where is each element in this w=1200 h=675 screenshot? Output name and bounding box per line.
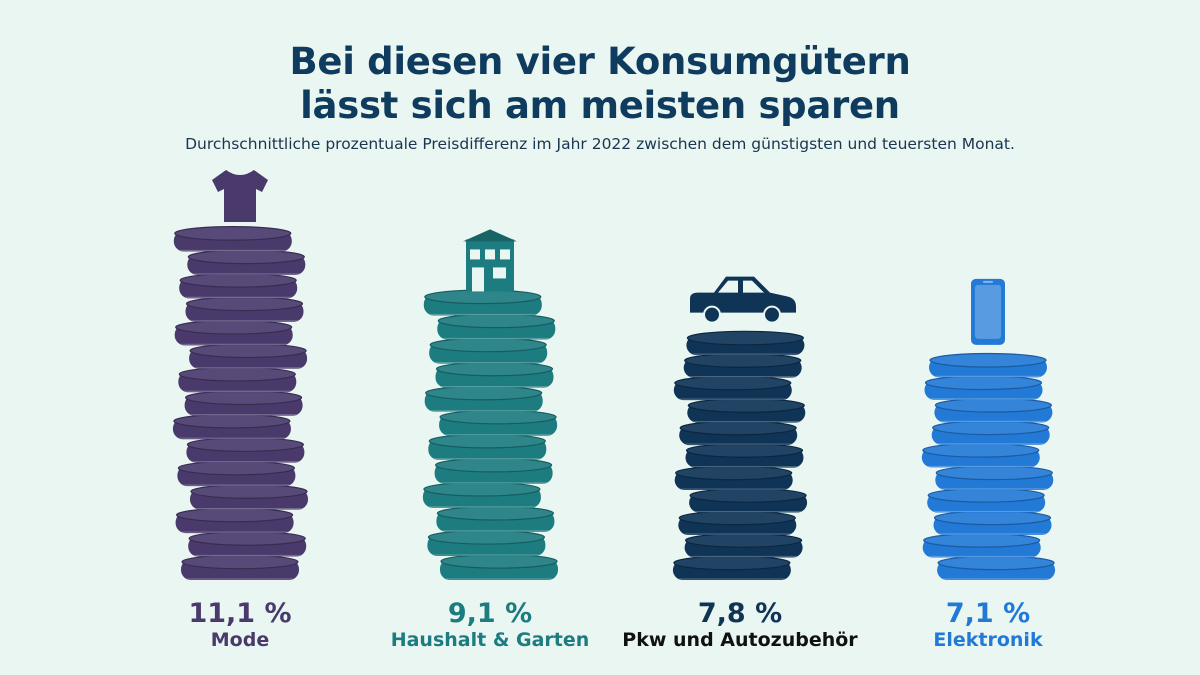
chart-title-line-2: lässt sich am meisten sparen — [300, 84, 900, 127]
coin — [423, 289, 542, 316]
coin — [937, 555, 1056, 580]
coin — [174, 319, 293, 346]
car-icon — [690, 276, 796, 324]
coin — [440, 554, 558, 580]
coin — [175, 507, 294, 534]
coin — [673, 375, 792, 401]
coin — [685, 443, 804, 468]
coin — [188, 531, 307, 557]
coin — [672, 555, 791, 580]
coin — [177, 460, 296, 487]
coin — [434, 457, 553, 484]
coin — [935, 465, 1054, 490]
coin — [436, 505, 555, 532]
coin — [686, 330, 805, 356]
category-label: Pkw und Autozubehör — [622, 629, 858, 651]
coin — [437, 313, 556, 340]
smartphone-icon — [971, 278, 1005, 345]
bar-2 — [422, 289, 558, 580]
coin — [921, 442, 1040, 468]
bar-3 — [672, 330, 808, 580]
coin — [187, 249, 306, 275]
coin — [931, 420, 1050, 445]
category-label: Mode — [211, 629, 269, 651]
coin — [679, 420, 798, 446]
coin — [684, 533, 803, 558]
chart-subtitle: Durchschnittliche prozentuale Preisdiffe… — [185, 135, 1015, 153]
coin — [185, 296, 304, 322]
coin — [922, 533, 1041, 558]
coin — [439, 409, 558, 436]
category-label: Haushalt & Garten — [391, 629, 590, 651]
category-label: Elektronik — [933, 629, 1043, 651]
coin — [179, 272, 298, 299]
coin — [178, 366, 297, 393]
coin — [427, 529, 546, 556]
chart-title: Bei diesen vier Konsumgütern lässt sich … — [0, 40, 1200, 128]
coin — [424, 385, 543, 412]
value-label: 11,1 % — [188, 598, 291, 629]
coin — [689, 488, 808, 513]
coin — [428, 433, 547, 460]
coin — [190, 484, 308, 510]
coin — [173, 226, 292, 252]
coin — [683, 353, 802, 378]
value-label: 7,1 % — [946, 598, 1030, 629]
coin — [929, 352, 1047, 378]
coin — [934, 397, 1053, 423]
coin — [927, 487, 1046, 513]
chart-title-line-1: Bei diesen vier Konsumgütern — [289, 40, 911, 83]
coin — [678, 510, 797, 536]
coin — [181, 554, 299, 580]
coin — [933, 510, 1052, 535]
coin — [674, 465, 793, 491]
coin — [186, 437, 305, 463]
bar-4 — [921, 352, 1056, 580]
coin — [189, 343, 308, 369]
house-icon — [463, 229, 517, 292]
coin — [184, 390, 303, 416]
value-label: 9,1 % — [448, 598, 532, 629]
coin — [435, 361, 554, 388]
bar-1 — [172, 226, 308, 580]
coin — [429, 337, 548, 364]
value-label: 7,8 % — [698, 598, 782, 629]
coin — [687, 398, 806, 423]
coin — [422, 481, 541, 508]
coin — [924, 375, 1043, 400]
coin — [172, 413, 291, 440]
tshirt-icon — [212, 170, 268, 222]
